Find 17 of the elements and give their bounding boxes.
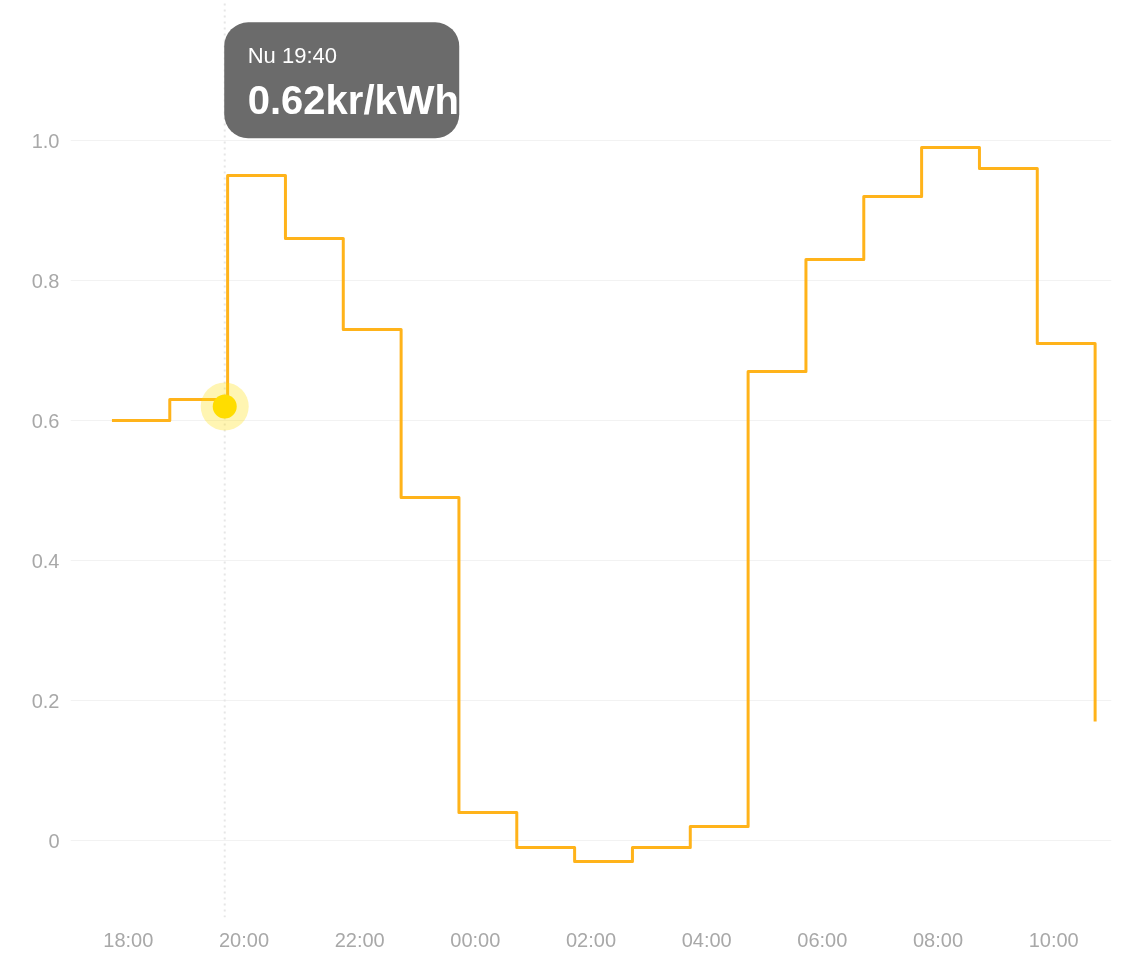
y-tick-label: 0.8 <box>31 269 60 292</box>
annotation: 0.62kr/kWh <box>247 77 459 122</box>
x-tick-label: 00:00 <box>450 928 501 951</box>
x-tick-label: 10:00 <box>1028 928 1079 951</box>
annotation: Nu 19:40 <box>247 42 338 68</box>
x-tick-label: 04:00 <box>681 928 732 951</box>
y-tick-label: 0.2 <box>31 689 60 712</box>
y-tick-label: 0.4 <box>31 549 60 572</box>
x-tick-label: 22:00 <box>334 928 385 951</box>
x-tick-label: 20:00 <box>218 928 270 951</box>
x-tick-label: 08:00 <box>912 928 964 951</box>
y-tick-label: 0 <box>48 829 60 852</box>
y-tick-label: 0.6 <box>31 409 60 432</box>
x-tick-label: 18:00 <box>103 928 154 951</box>
x-tick-label: 06:00 <box>797 928 848 951</box>
y-tick-label: 1.0 <box>31 129 60 152</box>
x-tick-label: 02:00 <box>565 928 617 951</box>
